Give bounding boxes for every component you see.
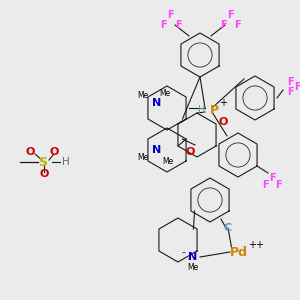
Text: Me: Me (137, 154, 148, 163)
Text: +: + (219, 98, 227, 108)
Text: F: F (275, 180, 281, 190)
Text: F: F (175, 20, 181, 30)
Text: -: - (181, 247, 185, 257)
Text: F: F (287, 77, 293, 87)
Text: O: O (39, 169, 49, 179)
Text: F: F (287, 87, 293, 97)
Text: Me: Me (159, 89, 171, 98)
Text: N: N (152, 98, 162, 108)
Text: S: S (38, 155, 47, 169)
Text: Me: Me (188, 263, 199, 272)
Text: ++: ++ (248, 240, 264, 250)
Text: Me: Me (137, 91, 148, 100)
Text: F: F (294, 82, 300, 92)
Text: F: F (262, 180, 268, 190)
Text: F: F (269, 173, 275, 183)
Text: O: O (49, 147, 59, 157)
Text: Me: Me (162, 158, 174, 166)
Text: P: P (210, 103, 219, 116)
Text: F: F (234, 20, 240, 30)
Text: N: N (188, 252, 198, 262)
Text: O: O (218, 117, 228, 127)
Text: Pd: Pd (230, 245, 248, 259)
Text: C: C (224, 223, 232, 233)
Text: F: F (227, 10, 233, 20)
Text: O: O (25, 147, 35, 157)
Text: F: F (167, 10, 173, 20)
Text: N: N (152, 145, 162, 155)
Text: H: H (198, 105, 205, 115)
Text: H: H (62, 157, 70, 167)
Text: F: F (160, 20, 166, 30)
Text: F: F (220, 20, 226, 30)
Text: O: O (185, 147, 195, 157)
